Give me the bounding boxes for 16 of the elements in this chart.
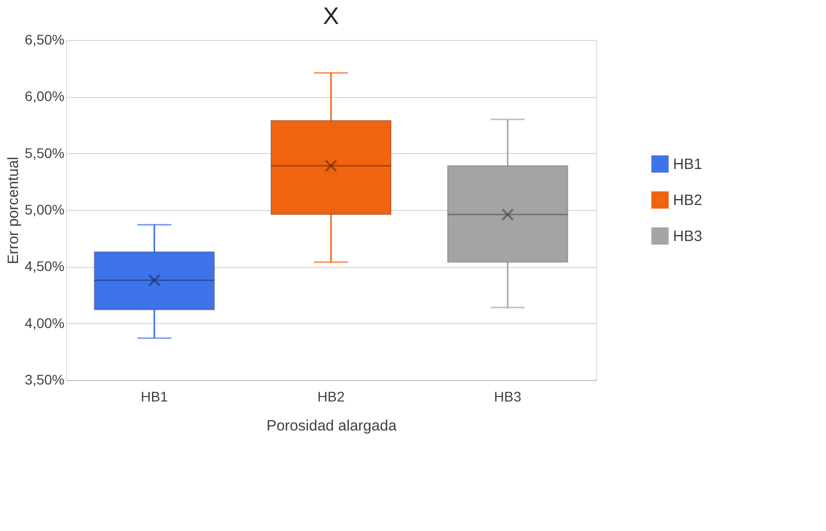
y-tick-label: 6,50% bbox=[24, 32, 64, 48]
chart-title: X bbox=[322, 3, 340, 30]
x-tick-label: HB2 bbox=[317, 388, 345, 404]
legend-label: HB2 bbox=[673, 192, 702, 209]
y-tick-label: 6,00% bbox=[24, 88, 64, 104]
y-tick-label: 4,00% bbox=[24, 314, 64, 331]
y-tick-label: 5,00% bbox=[24, 202, 64, 218]
x-tick-label: HB1 bbox=[140, 388, 168, 404]
x-axis-title: Porosidad alargada bbox=[266, 418, 398, 434]
legend-label: HB1 bbox=[673, 156, 702, 173]
y-tick-label: 5,50% bbox=[24, 144, 64, 161]
y-tick-label: 3,50% bbox=[24, 372, 64, 388]
legend-label: HB3 bbox=[673, 228, 702, 245]
y-axis-title: Error porcentual bbox=[4, 156, 22, 264]
x-tick-label: HB3 bbox=[494, 388, 522, 404]
y-tick-label: 4,50% bbox=[24, 258, 64, 274]
